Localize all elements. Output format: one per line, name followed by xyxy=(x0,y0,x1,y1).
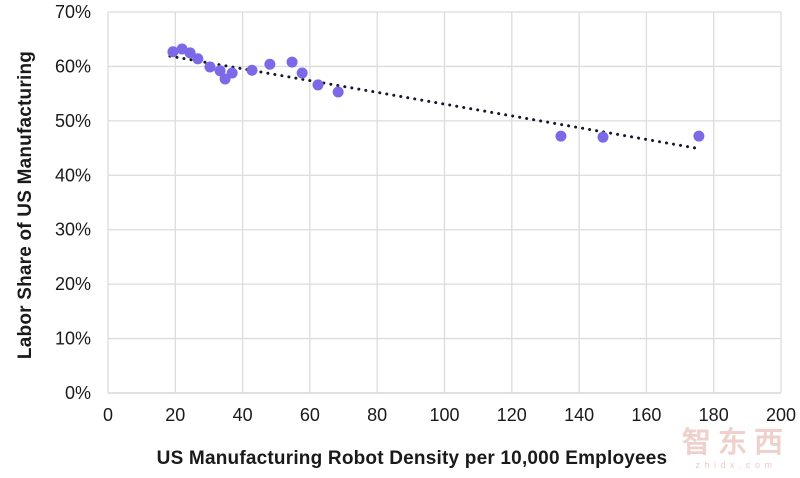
data-point xyxy=(226,67,238,79)
data-point xyxy=(597,131,609,143)
data-point xyxy=(555,130,567,142)
y-axis-title: Labor Share of US Manufacturing xyxy=(15,50,36,360)
x-tick-label: 60 xyxy=(300,405,320,425)
y-tick-label: 10% xyxy=(55,329,91,349)
y-tick-label: 70% xyxy=(55,2,91,22)
x-tick-label: 40 xyxy=(233,405,253,425)
x-tick-label: 0 xyxy=(103,405,113,425)
data-point xyxy=(332,86,344,98)
y-tick-label: 20% xyxy=(55,274,91,294)
x-tick-label: 20 xyxy=(165,405,185,425)
x-tick-label: 140 xyxy=(564,405,594,425)
watermark-logo-text: 智东西 xyxy=(681,427,790,459)
data-point xyxy=(246,64,258,76)
x-axis-title: US Manufacturing Robot Density per 10,00… xyxy=(156,448,668,469)
y-tick-label: 60% xyxy=(55,56,91,76)
y-tick-label: 50% xyxy=(55,111,91,131)
x-tick-label: 100 xyxy=(429,405,459,425)
data-point xyxy=(264,58,276,70)
data-point xyxy=(184,47,196,59)
y-tick-label: 0% xyxy=(65,383,91,403)
x-tick-label: 180 xyxy=(699,405,729,425)
data-point xyxy=(286,56,298,68)
x-tick-label: 80 xyxy=(367,405,387,425)
x-tick-label: 200 xyxy=(766,405,796,425)
data-point xyxy=(214,65,226,77)
data-point xyxy=(167,46,179,58)
x-tick-label: 160 xyxy=(631,405,661,425)
data-point xyxy=(192,53,204,65)
watermark-site-text: zhidx.com xyxy=(695,460,777,470)
data-point xyxy=(204,61,216,73)
y-tick-label: 30% xyxy=(55,220,91,240)
data-point xyxy=(693,130,705,142)
data-point xyxy=(312,79,324,91)
data-point xyxy=(296,67,308,79)
x-tick-label: 120 xyxy=(497,405,527,425)
watermark: 智东西 zhidx.com xyxy=(682,429,790,470)
y-tick-label: 40% xyxy=(55,165,91,185)
